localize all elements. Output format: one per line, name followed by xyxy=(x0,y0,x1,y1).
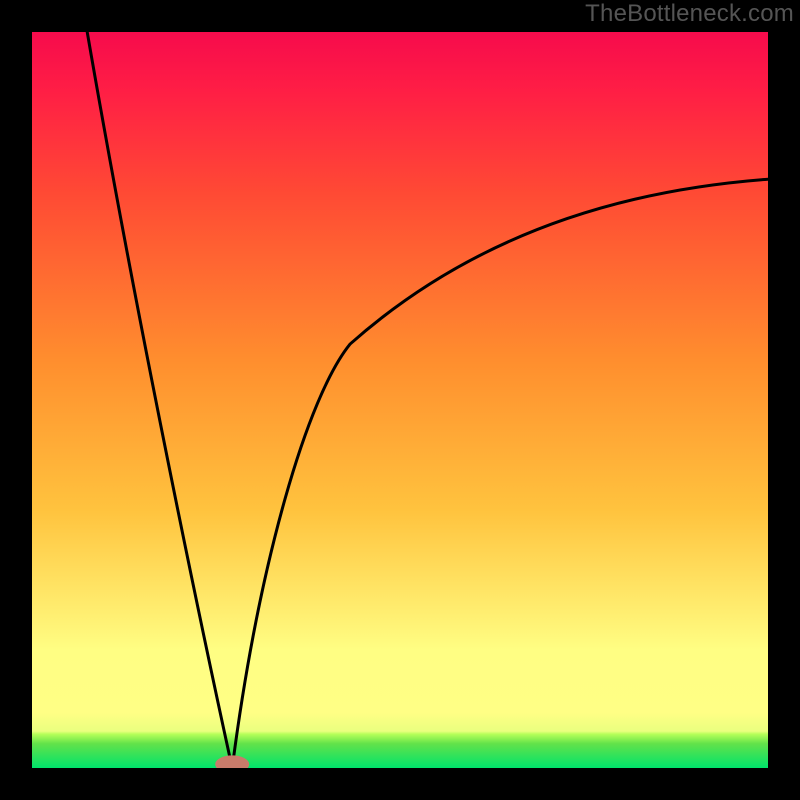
chart-plot-area xyxy=(32,32,768,768)
bottleneck-chart xyxy=(0,0,800,800)
watermark-text: TheBottleneck.com xyxy=(585,0,794,28)
chart-frame: TheBottleneck.com xyxy=(0,0,800,800)
